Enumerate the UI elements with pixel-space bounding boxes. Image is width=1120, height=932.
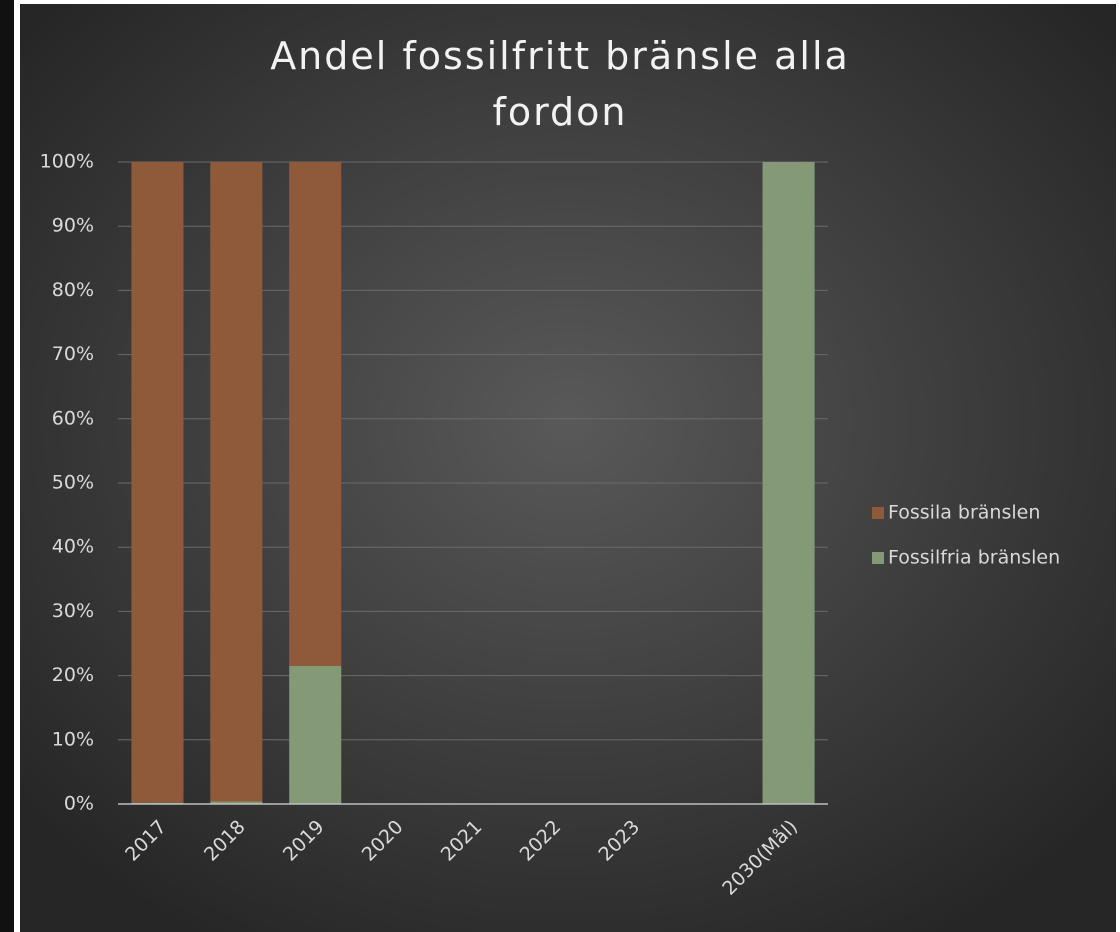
y-tick-label: 0% xyxy=(64,793,94,815)
y-tick-label: 100% xyxy=(40,151,94,173)
y-tick-label: 20% xyxy=(52,664,94,686)
bar-segment xyxy=(289,665,342,804)
legend-swatch xyxy=(872,507,884,519)
chart-title: Andel fossilfritt bränsle alla fordon xyxy=(270,34,850,134)
y-tick-label: 30% xyxy=(52,600,94,622)
y-tick-label: 60% xyxy=(52,407,94,429)
bar-segment xyxy=(210,801,263,804)
y-tick-label: 90% xyxy=(52,215,94,237)
bar-segment xyxy=(762,162,815,804)
left-edge xyxy=(0,0,14,932)
legend-label: Fossila bränslen xyxy=(888,502,1040,524)
bar-segment xyxy=(210,162,263,802)
legend-swatch xyxy=(872,552,884,564)
chart-bg xyxy=(20,4,1116,932)
bar-segment xyxy=(131,162,184,803)
legend-label: Fossilfria bränslen xyxy=(888,547,1060,569)
y-tick-label: 40% xyxy=(52,536,94,558)
y-tick-label: 70% xyxy=(52,343,94,365)
y-tick-label: 80% xyxy=(52,279,94,301)
y-tick-label: 50% xyxy=(52,472,94,494)
bar-segment xyxy=(289,162,342,666)
y-tick-label: 10% xyxy=(52,728,94,750)
